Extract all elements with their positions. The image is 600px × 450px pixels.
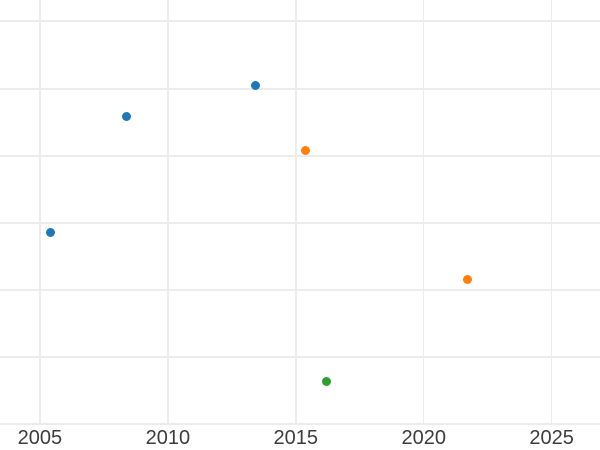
- scatter-point-orange: [462, 275, 472, 285]
- gridline-horizontal: [0, 221, 600, 224]
- gridline-vertical: [550, 0, 553, 425]
- x-tick-label: 2020: [401, 427, 446, 449]
- gridline-horizontal: [0, 289, 600, 292]
- scatter-point-green: [322, 376, 332, 386]
- gridline-horizontal: [0, 20, 600, 23]
- scatter-point-blue: [250, 80, 260, 90]
- gridline-vertical: [422, 0, 425, 425]
- gridline-horizontal: [0, 423, 600, 426]
- gridline-horizontal: [0, 87, 600, 90]
- scatter-point-blue: [122, 112, 132, 122]
- x-tick-label: 2005: [17, 427, 63, 449]
- x-tick-label: 2025: [529, 427, 574, 449]
- x-tick-label: 2010: [145, 427, 191, 449]
- gridline-vertical: [167, 0, 169, 425]
- scatter-point-orange: [300, 145, 310, 155]
- scatter-point-blue: [46, 228, 56, 238]
- gridline-vertical: [295, 0, 297, 425]
- gridline-vertical: [39, 0, 41, 425]
- gridline-horizontal: [0, 356, 600, 359]
- x-tick-label: 2015: [273, 427, 319, 449]
- gridline-horizontal: [0, 154, 600, 157]
